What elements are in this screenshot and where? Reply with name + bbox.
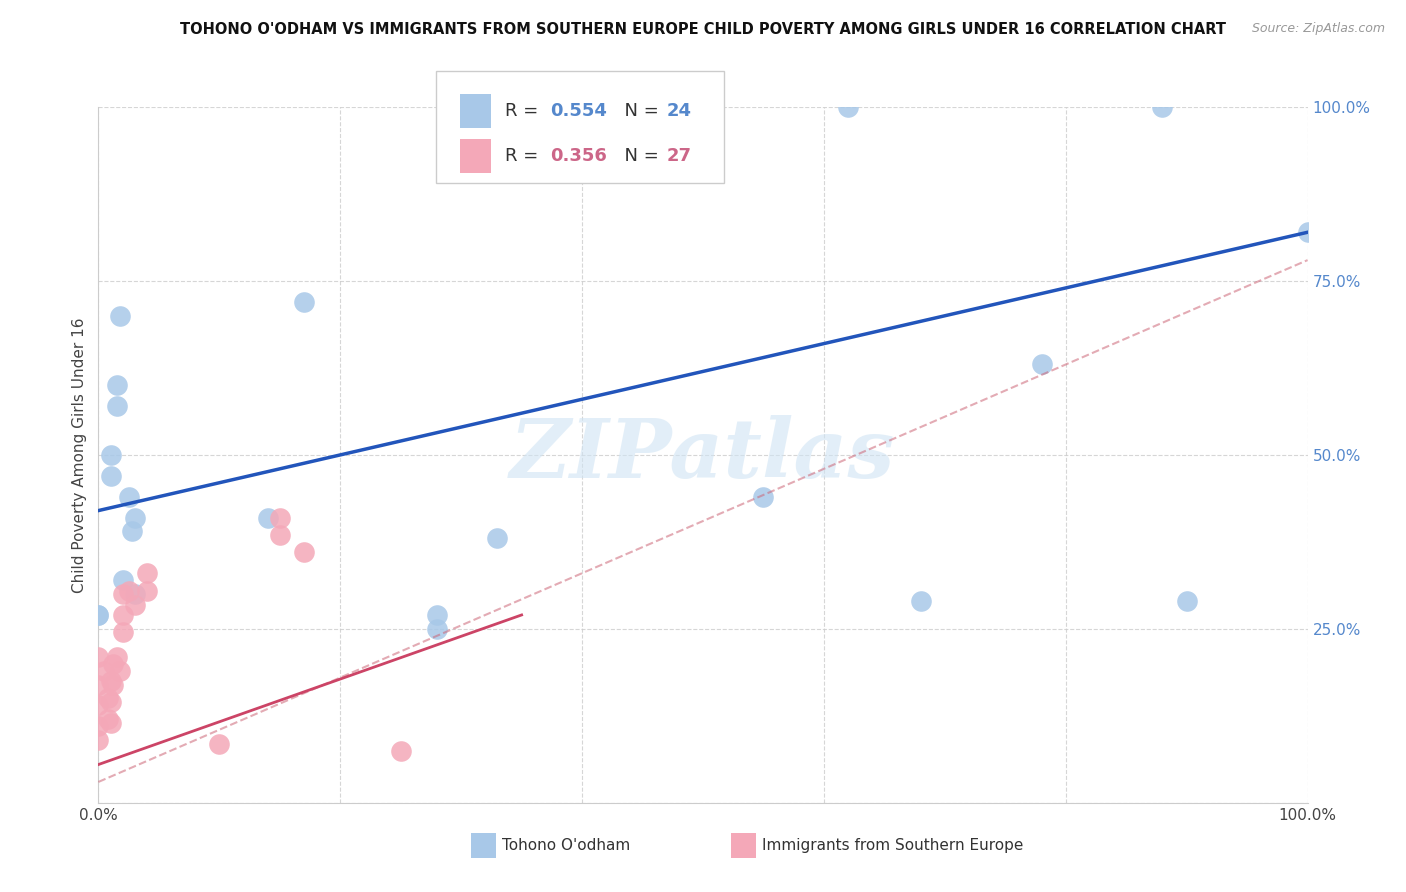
Point xyxy=(105,378,128,392)
Point xyxy=(87,607,110,622)
Point xyxy=(389,744,412,758)
Point xyxy=(208,737,231,751)
Point xyxy=(426,607,449,622)
Text: TOHONO O'ODHAM VS IMMIGRANTS FROM SOUTHERN EUROPE CHILD POVERTY AMONG GIRLS UNDE: TOHONO O'ODHAM VS IMMIGRANTS FROM SOUTHE… xyxy=(180,22,1226,37)
Point xyxy=(269,528,291,542)
Point xyxy=(1296,225,1319,239)
Text: 27: 27 xyxy=(666,147,692,165)
Point xyxy=(486,532,509,546)
Point xyxy=(105,649,128,664)
Text: Tohono O'odham: Tohono O'odham xyxy=(502,838,630,853)
Point xyxy=(118,490,141,504)
Point xyxy=(87,607,110,622)
Y-axis label: Child Poverty Among Girls Under 16: Child Poverty Among Girls Under 16 xyxy=(72,318,87,592)
Text: 24: 24 xyxy=(666,103,692,120)
Point xyxy=(124,587,146,601)
Text: 0.356: 0.356 xyxy=(550,147,606,165)
Point xyxy=(100,448,122,462)
Point xyxy=(124,598,146,612)
Point xyxy=(87,677,110,691)
Point xyxy=(100,715,122,730)
Point xyxy=(101,677,124,691)
Point xyxy=(87,698,110,713)
Text: Immigrants from Southern Europe: Immigrants from Southern Europe xyxy=(762,838,1024,853)
Text: 0.554: 0.554 xyxy=(550,103,606,120)
Point xyxy=(1175,594,1198,608)
Point xyxy=(292,545,315,559)
Point xyxy=(100,468,122,483)
Point xyxy=(105,399,128,413)
Text: N =: N = xyxy=(613,103,665,120)
Point xyxy=(111,573,134,587)
Point xyxy=(111,587,134,601)
Point xyxy=(1152,100,1174,114)
Text: R =: R = xyxy=(505,103,544,120)
Point xyxy=(269,510,291,524)
Text: ZIPatlas: ZIPatlas xyxy=(510,415,896,495)
Point xyxy=(108,309,131,323)
Point xyxy=(111,625,134,640)
Text: N =: N = xyxy=(613,147,665,165)
Text: R =: R = xyxy=(505,147,544,165)
Point xyxy=(101,657,124,671)
Point xyxy=(87,733,110,747)
Point xyxy=(118,583,141,598)
Point xyxy=(426,622,449,636)
Point xyxy=(752,490,775,504)
Point xyxy=(87,719,110,733)
Point xyxy=(97,712,120,726)
Point xyxy=(837,100,859,114)
Point xyxy=(111,607,134,622)
Point xyxy=(124,510,146,524)
Point xyxy=(292,294,315,309)
Point xyxy=(135,583,157,598)
Point xyxy=(97,691,120,706)
Point xyxy=(910,594,932,608)
Point xyxy=(100,674,122,689)
Point xyxy=(100,695,122,709)
Point xyxy=(108,664,131,678)
Point xyxy=(93,664,115,678)
Text: Source: ZipAtlas.com: Source: ZipAtlas.com xyxy=(1251,22,1385,36)
Point xyxy=(87,649,110,664)
Point xyxy=(121,524,143,539)
Point xyxy=(1031,358,1053,372)
Point xyxy=(256,510,278,524)
Point xyxy=(135,566,157,581)
